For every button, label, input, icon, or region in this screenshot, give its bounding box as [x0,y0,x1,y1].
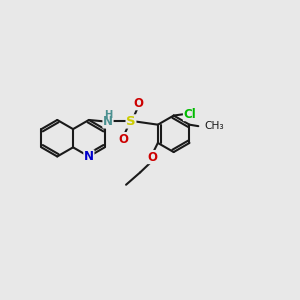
Text: CH₃: CH₃ [205,121,224,131]
Text: S: S [126,115,136,128]
Text: N: N [103,115,113,128]
Text: O: O [118,133,129,146]
Text: O: O [133,97,143,110]
Text: Cl: Cl [184,108,196,121]
Text: O: O [148,151,158,164]
Text: N: N [84,150,94,163]
Text: H: H [104,110,112,120]
